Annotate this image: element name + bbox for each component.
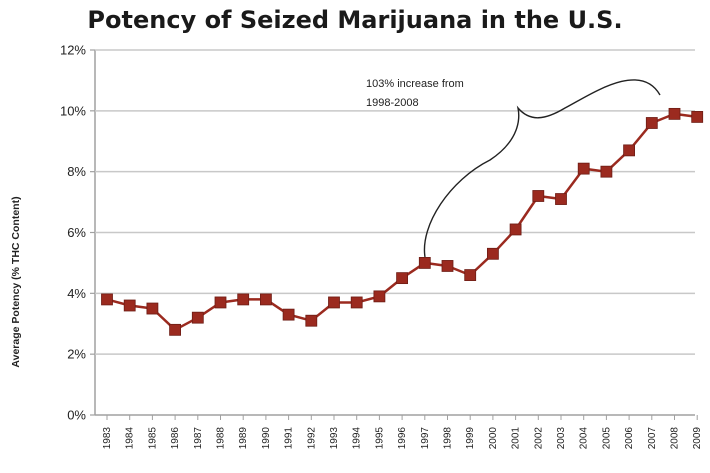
x-tick-label: 1992 (306, 427, 317, 450)
data-point-marker (691, 111, 704, 123)
x-tick-label: 2001 (511, 427, 522, 450)
x-tick-label: 1986 (170, 427, 181, 450)
data-point-marker (169, 323, 182, 336)
y-tick-label: 12% (60, 43, 86, 58)
data-point-marker (237, 293, 250, 306)
y-tick-labels: 0% 2% 4% 6% 8% 10% 12% (60, 43, 86, 423)
data-point-marker (486, 247, 499, 260)
x-tick-label: 1994 (352, 427, 363, 450)
x-tick-label: 2003 (556, 427, 567, 450)
data-point-marker (441, 260, 454, 272)
data-point-marker (509, 223, 522, 236)
y-axis-label: Average Potency (% THC Content) (10, 196, 22, 367)
data-point-marker (146, 302, 159, 315)
data-point-marker (373, 290, 386, 303)
series-line (106, 112, 698, 332)
data-point-marker (123, 299, 136, 312)
data-point-marker (645, 117, 658, 129)
x-tick-label: 1998 (443, 427, 454, 450)
x-tick-label: 1987 (193, 427, 204, 450)
data-point-marker (282, 308, 295, 321)
x-tick-label: 1993 (329, 427, 340, 450)
data-point-marker (214, 296, 227, 309)
x-tick-label: 1990 (261, 427, 272, 450)
annotation-text-line-1: 103% increase from (366, 78, 464, 90)
x-tick-label: 2002 (533, 427, 544, 450)
x-tick-label: 2008 (670, 427, 681, 450)
x-tick-label: 1997 (420, 427, 431, 450)
data-point-marker (350, 296, 363, 309)
y-tick-label: 8% (67, 164, 86, 179)
chart-title: Potency of Seized Marijuana in the U.S. (87, 6, 623, 34)
x-tick-label: 1988 (216, 427, 227, 450)
data-point-marker (623, 144, 635, 157)
x-tick-labels: 1983 1984 1985 1986 1987 1988 1989 1990 1991 1992… (102, 427, 703, 450)
x-tick-label: 1999 (465, 427, 476, 450)
data-point-marker (396, 272, 409, 285)
x-tick-label: 1996 (397, 427, 408, 450)
x-tick-label: 1985 (147, 427, 158, 450)
data-point-marker (668, 107, 681, 120)
data-point-marker (600, 165, 613, 178)
x-tick-label: 2007 (647, 427, 658, 450)
y-tick-label: 0% (67, 408, 86, 423)
x-tick-label: 2004 (579, 427, 590, 450)
annotation-brace (423, 79, 661, 258)
data-point-marker (101, 293, 113, 306)
x-tick-label: 2005 (601, 427, 612, 450)
x-tick-label: 2000 (488, 427, 499, 450)
y-tick-label: 10% (60, 103, 86, 118)
y-tick-label: 6% (67, 225, 86, 240)
y-tick-label: 4% (67, 286, 86, 301)
gridlines (95, 49, 695, 355)
series-group (101, 107, 704, 336)
data-point-marker (555, 193, 567, 205)
data-point-marker (259, 293, 272, 306)
x-tick-label: 2006 (624, 427, 635, 450)
data-point-marker (577, 162, 590, 175)
x-tick-label: 1984 (125, 427, 136, 450)
data-point-marker (305, 314, 318, 327)
data-point-marker (532, 190, 545, 202)
data-point-marker (464, 269, 477, 281)
x-tick-label: 1989 (238, 427, 249, 450)
data-point-marker (418, 257, 431, 269)
x-tick-label: 1983 (102, 427, 113, 450)
annotation-text-line-2: 1998-2008 (366, 97, 419, 109)
y-tick-label: 2% (67, 347, 86, 362)
x-tick-label: 1991 (284, 427, 295, 450)
data-point-marker (191, 311, 204, 324)
x-tick-label: 2009 (692, 427, 703, 450)
data-point-marker (328, 296, 340, 309)
x-tick-label: 1995 (374, 427, 385, 450)
